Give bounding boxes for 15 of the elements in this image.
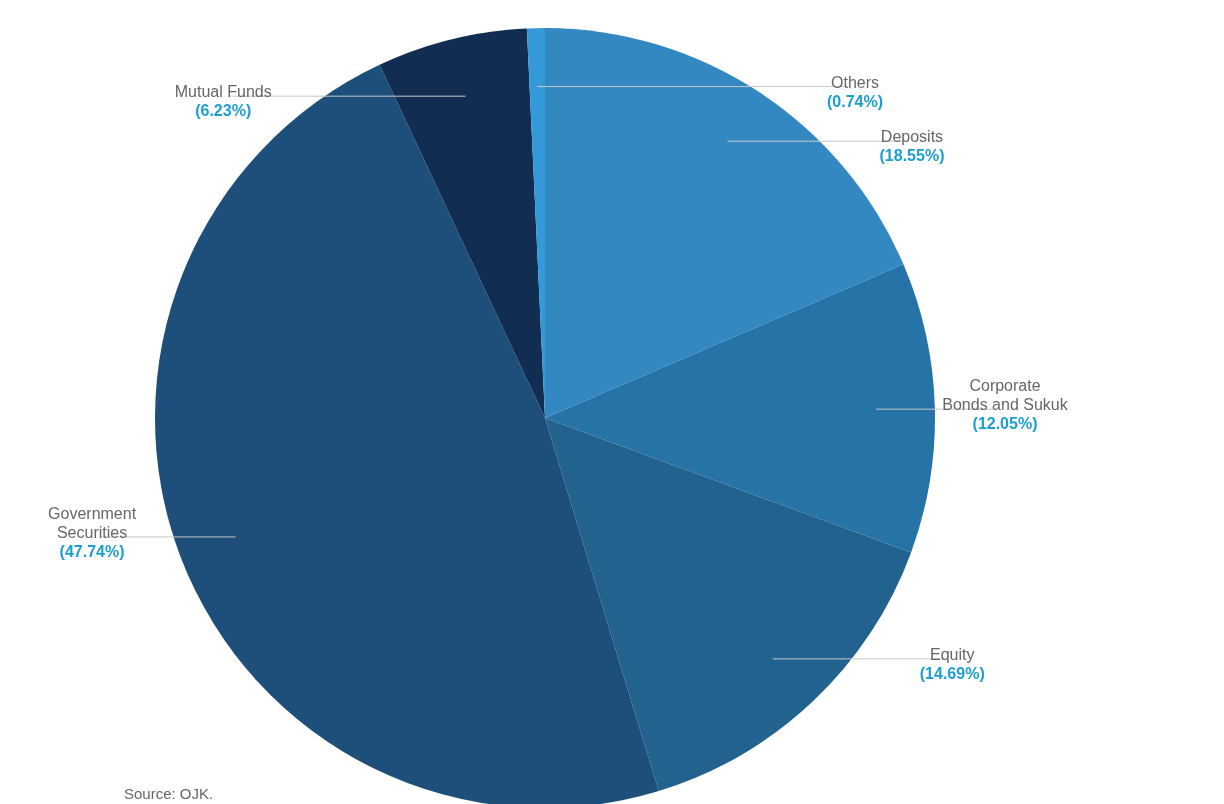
data-label: (14.69%) — [919, 664, 985, 682]
data-label: (47.74%) — [59, 542, 125, 560]
slice-label: Equity — [930, 645, 975, 663]
slice-label: Others — [830, 73, 880, 91]
slice-label: Corporate Bonds and Sukuk — [942, 377, 1069, 414]
data-label: (18.55%) — [879, 147, 945, 165]
pie-slice — [545, 264, 935, 553]
slice-label: Government Securities — [48, 504, 137, 541]
source-note: Source: OJK. — [124, 785, 214, 802]
data-label: (12.05%) — [972, 415, 1038, 433]
slice-label: Deposits — [880, 128, 944, 146]
data-label: (6.23%) — [195, 102, 252, 120]
data-label: (0.74%) — [826, 92, 884, 110]
pie-slice — [379, 28, 545, 418]
slice-label: Mutual Funds — [174, 83, 272, 101]
